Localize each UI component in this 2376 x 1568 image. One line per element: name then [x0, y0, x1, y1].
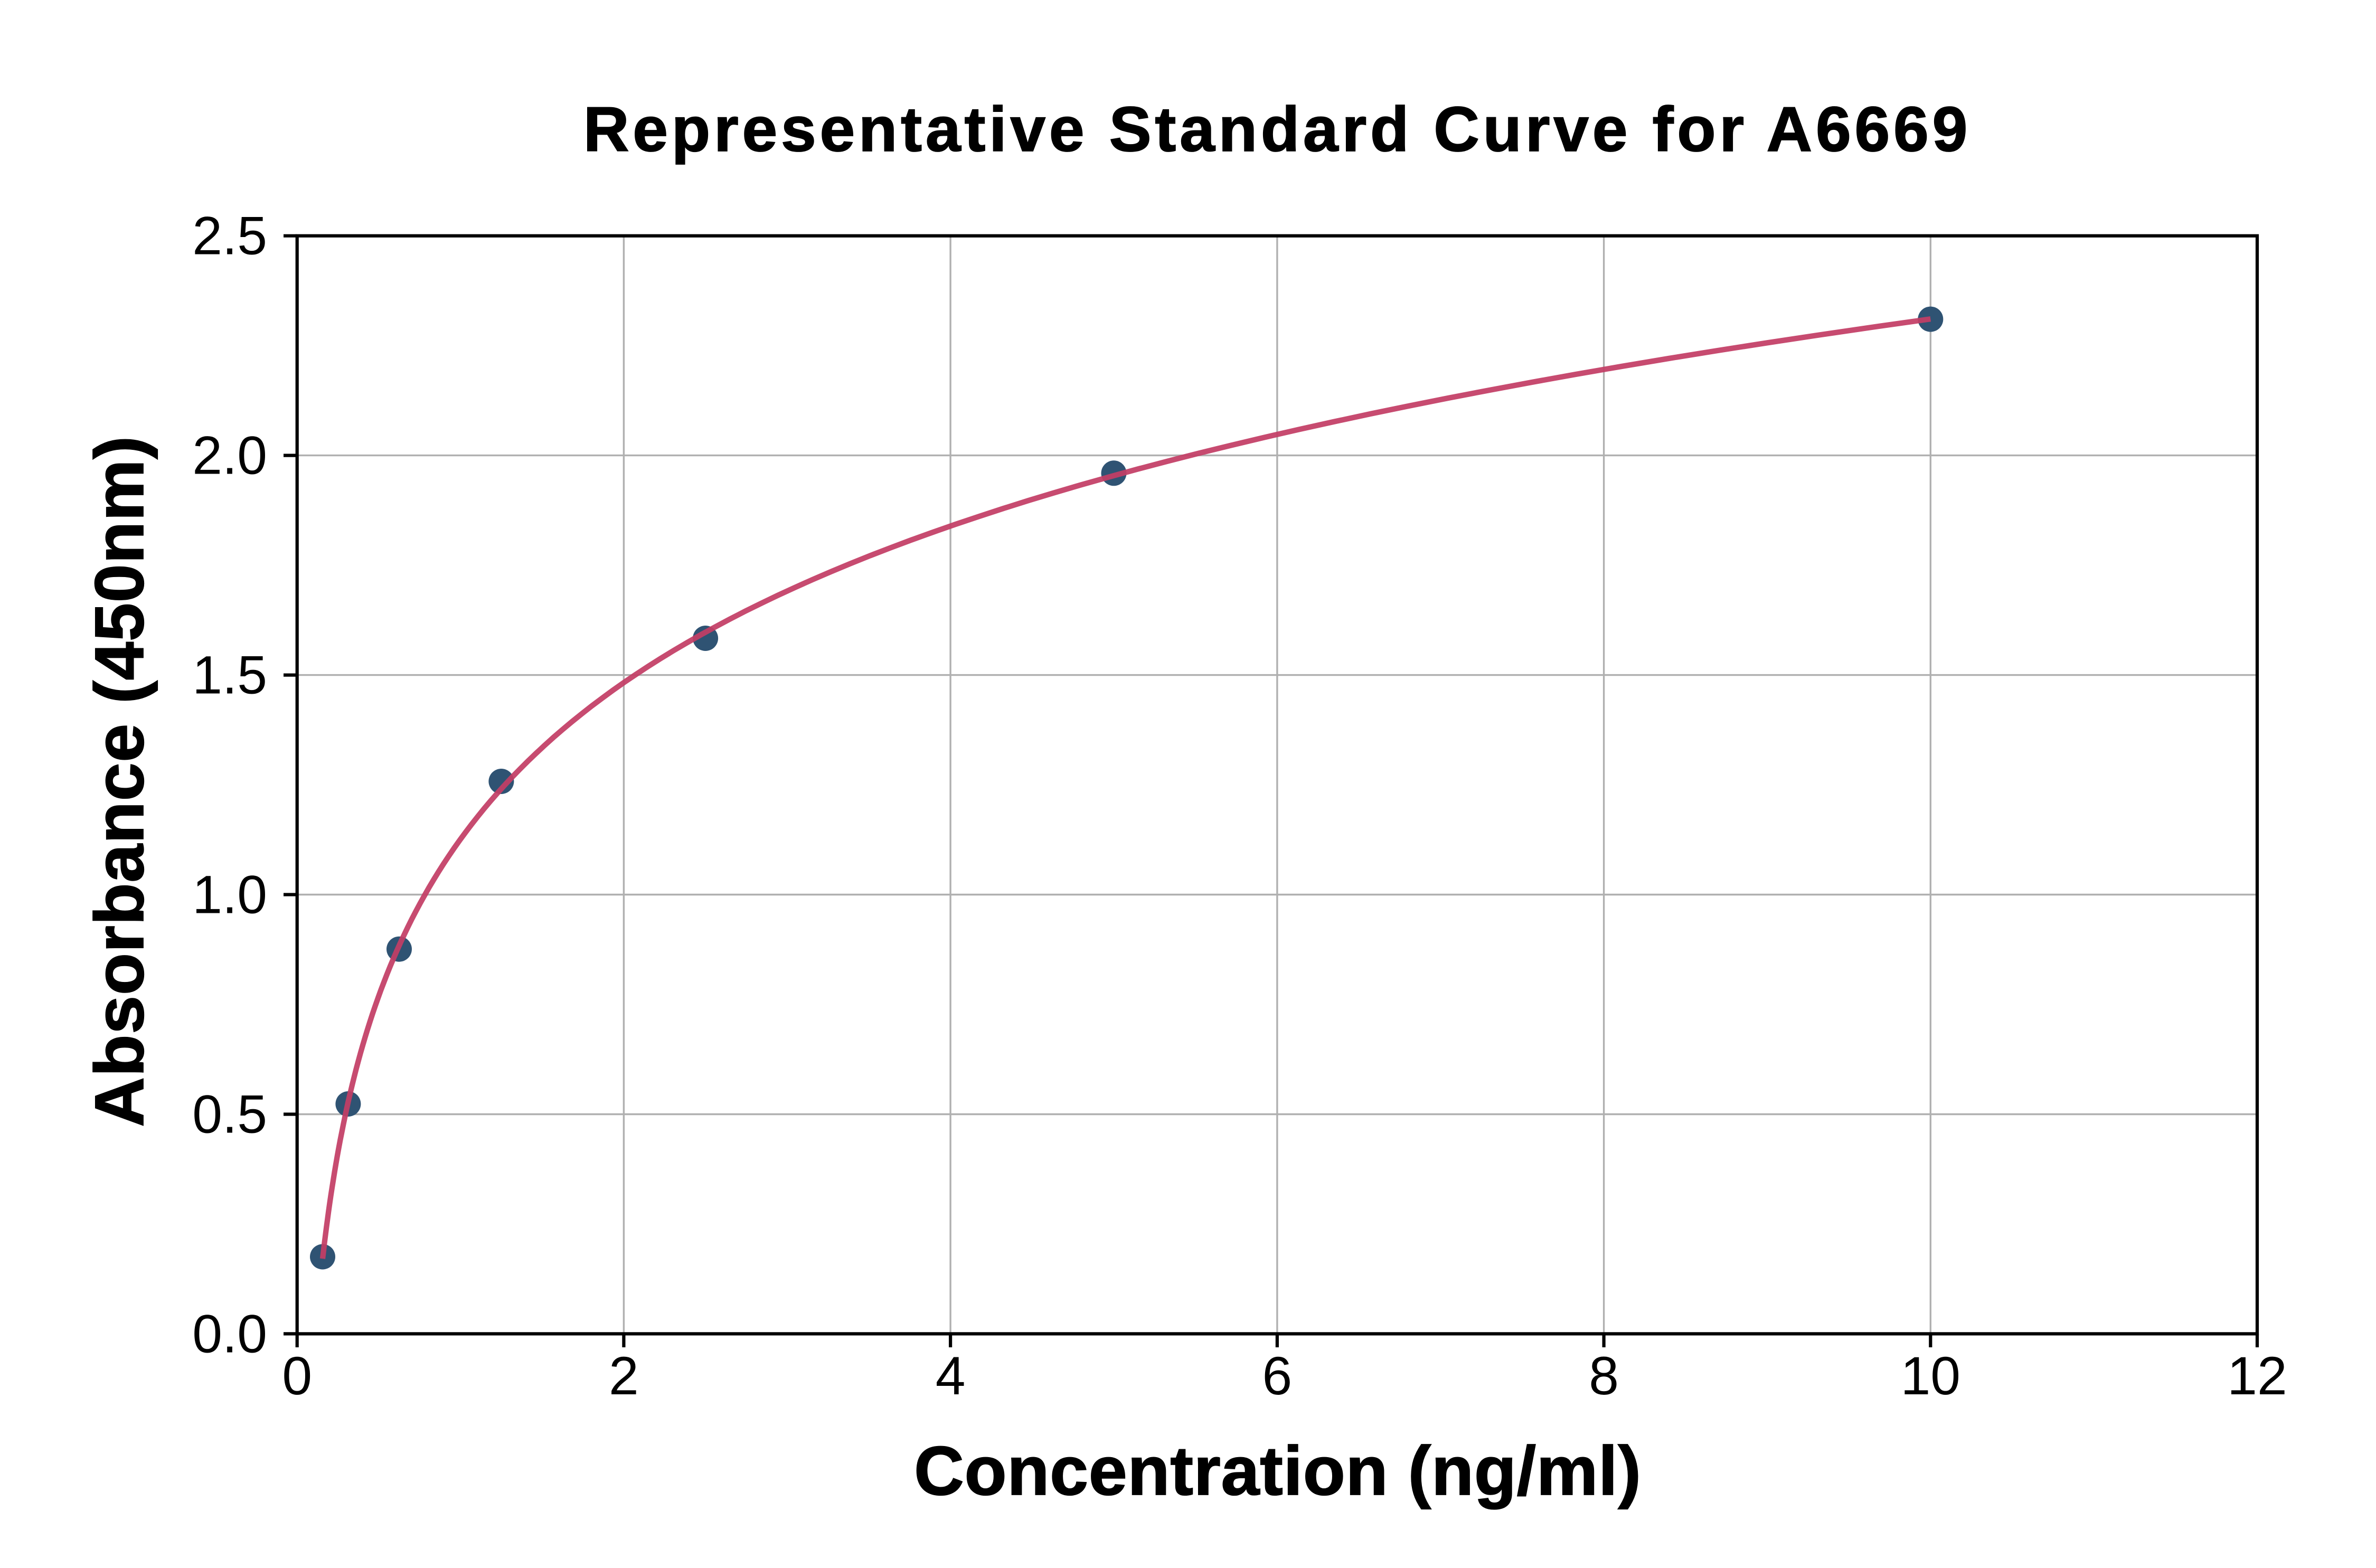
svg-text:Absorbance (450nm): Absorbance (450nm) — [80, 436, 158, 1127]
svg-text:1.0: 1.0 — [192, 865, 267, 925]
svg-text:Concentration (ng/ml): Concentration (ng/ml) — [914, 1432, 1642, 1509]
svg-text:10: 10 — [1901, 1346, 1960, 1406]
svg-text:6: 6 — [1262, 1346, 1293, 1406]
svg-text:Representative Standard Curve: Representative Standard Curve for A6669 — [583, 94, 1971, 165]
svg-text:0.5: 0.5 — [192, 1084, 267, 1145]
svg-text:2.5: 2.5 — [192, 206, 267, 266]
svg-text:4: 4 — [936, 1346, 966, 1406]
svg-text:0.0: 0.0 — [192, 1303, 267, 1364]
svg-text:2: 2 — [609, 1346, 639, 1406]
svg-text:2.0: 2.0 — [192, 426, 267, 486]
svg-text:12: 12 — [2227, 1346, 2287, 1406]
svg-text:8: 8 — [1589, 1346, 1619, 1406]
svg-text:1.5: 1.5 — [192, 645, 267, 705]
svg-text:0: 0 — [282, 1346, 312, 1406]
